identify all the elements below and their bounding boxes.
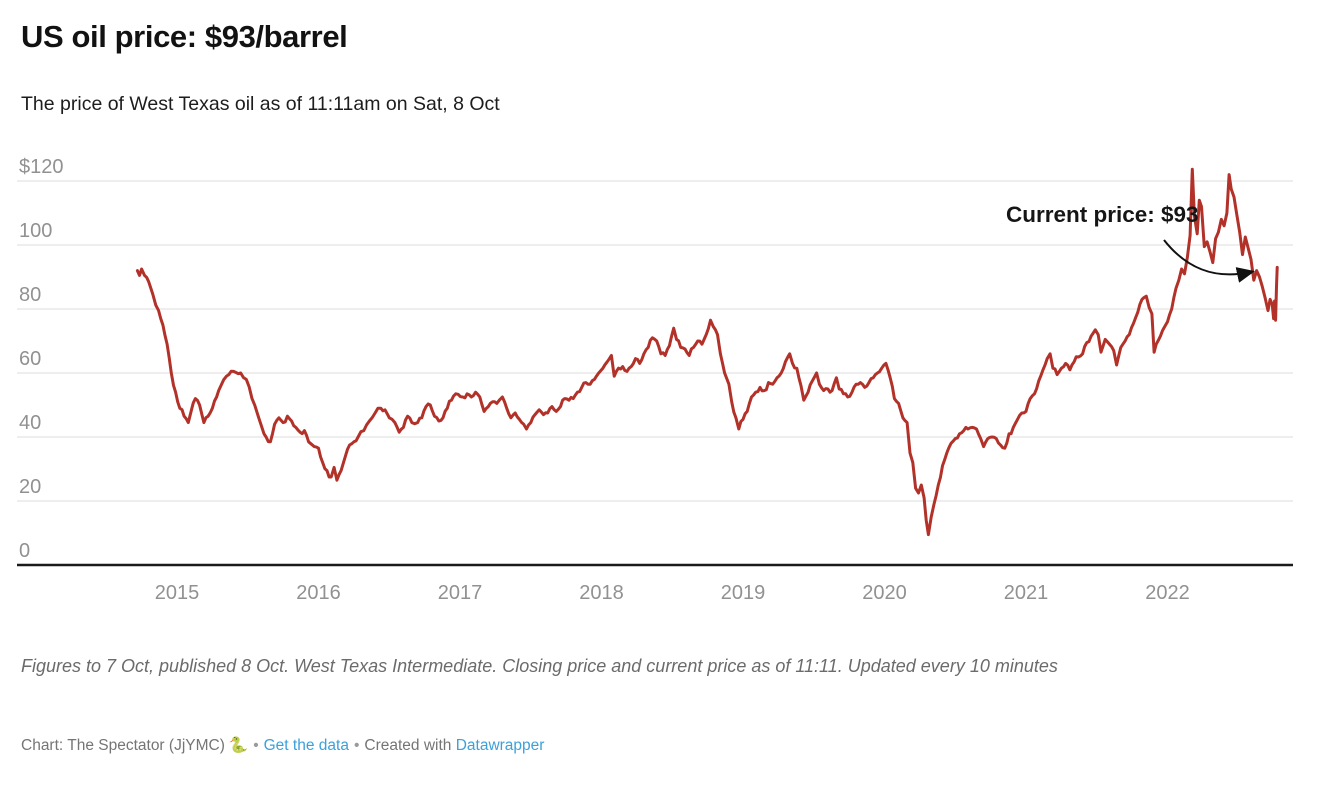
y-tick-label: 100 bbox=[19, 220, 52, 242]
x-tick-label: 2021 bbox=[1004, 582, 1049, 604]
chart-credit-line: Chart: The Spectator (JjYMC) 🐍 • Get the da… bbox=[21, 736, 544, 755]
price-line-chart: $120 100 80 60 40 20 0 2015 2016 2017 2018 2019 2020… bbox=[17, 156, 1293, 604]
x-tick-label: 2019 bbox=[721, 582, 766, 604]
datawrapper-link[interactable]: Datawrapper bbox=[455, 737, 545, 754]
x-tick-label: 2018 bbox=[579, 582, 624, 604]
y-tick-label: 60 bbox=[19, 348, 41, 370]
snake-emoji-icon: 🐍 bbox=[228, 737, 249, 754]
y-tick-label: 20 bbox=[19, 476, 41, 498]
x-tick-label: 2022 bbox=[1145, 582, 1190, 604]
y-tick-label: $120 bbox=[19, 156, 64, 178]
chart-subtitle: The price of West Texas oil as of 11:11a… bbox=[21, 93, 500, 115]
bullet-separator: • bbox=[353, 737, 360, 754]
x-tick-label: 2016 bbox=[296, 582, 341, 604]
x-tick-label: 2020 bbox=[862, 582, 907, 604]
created-with-text: Created with bbox=[364, 737, 452, 754]
y-tick-label: 0 bbox=[19, 540, 30, 562]
current-price-annotation: Current price: $93 bbox=[1006, 202, 1199, 227]
x-tick-label: 2017 bbox=[438, 582, 483, 604]
y-tick-label: 80 bbox=[19, 284, 41, 306]
chart-footnote: Figures to 7 Oct, published 8 Oct. West … bbox=[21, 656, 1058, 676]
y-tick-label: 40 bbox=[19, 412, 41, 434]
get-the-data-link[interactable]: Get the data bbox=[263, 737, 349, 754]
price-line bbox=[135, 167, 1279, 537]
x-tick-label: 2015 bbox=[155, 582, 200, 604]
chart-title: US oil price: $93/barrel bbox=[21, 19, 348, 54]
annotation-arrow-icon bbox=[1163, 239, 1255, 283]
bullet-separator: • bbox=[253, 737, 259, 754]
credit-text: Chart: The Spectator (JjYMC) bbox=[21, 737, 225, 754]
